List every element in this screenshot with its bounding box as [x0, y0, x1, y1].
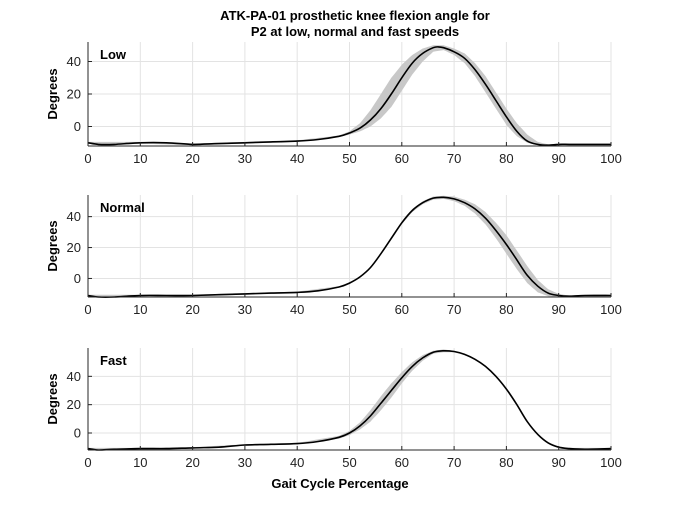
- x-tick-label: 80: [499, 455, 513, 470]
- y-tick-label: 20: [67, 87, 81, 102]
- y-axis-label: Degrees: [45, 68, 60, 119]
- y-tick-label: 0: [74, 119, 81, 134]
- x-tick-label: 10: [133, 455, 147, 470]
- x-tick-label: 60: [395, 455, 409, 470]
- mean-line: [87, 46, 611, 147]
- chart-panel-fast: 0 10 20 30 40 50 60 70 80 90 100 0 20 40 Degrees Fast: [45, 348, 622, 470]
- x-tick-label: 50: [342, 151, 356, 166]
- x-tick-label: 40: [290, 151, 304, 166]
- x-tick-label: 10: [133, 151, 147, 166]
- x-tick-label: 80: [499, 302, 513, 317]
- mean-line: [87, 196, 612, 299]
- mean-line: [87, 349, 612, 451]
- x-tick-label: 80: [499, 151, 513, 166]
- y-tick-label: 0: [74, 426, 81, 441]
- x-tick-label: 20: [185, 302, 199, 317]
- x-tick-label: 50: [342, 302, 356, 317]
- x-tick-label: 0: [84, 302, 91, 317]
- y-axis-label: Degrees: [45, 220, 60, 271]
- x-tick-label: 60: [395, 151, 409, 166]
- x-tick-label: 10: [133, 302, 147, 317]
- panel-label: Fast: [100, 353, 127, 368]
- panel-label: Low: [100, 47, 127, 62]
- x-tick-label: 30: [238, 302, 252, 317]
- x-tick-label: 90: [551, 302, 565, 317]
- x-axis-label: Gait Cycle Percentage: [271, 476, 408, 491]
- x-tick-label: 0: [84, 455, 91, 470]
- y-tick-label: 0: [74, 271, 81, 286]
- x-tick-label: 30: [238, 151, 252, 166]
- x-tick-label: 70: [447, 455, 461, 470]
- std-band: [88, 195, 611, 297]
- y-tick-label: 40: [67, 209, 81, 224]
- y-tick-label: 20: [67, 240, 81, 255]
- chart-panel-low: 0 10 20 30 40 50 60 70 80 90 100 0 20 40 Degrees Low: [45, 42, 622, 166]
- x-tick-label: 100: [600, 302, 622, 317]
- chart-panel-normal: 0 10 20 30 40 50 60 70 80 90 100 0 20 40 Degrees Normal: [45, 195, 622, 317]
- y-tick-label: 20: [67, 397, 81, 412]
- x-tick-label: 20: [185, 455, 199, 470]
- x-tick-label: 70: [447, 302, 461, 317]
- x-tick-label: 90: [551, 151, 565, 166]
- y-axis-label: Degrees: [45, 373, 60, 424]
- x-tick-label: 100: [600, 455, 622, 470]
- y-tick-label: 40: [67, 54, 81, 69]
- figure-title-line2: P2 at low, normal and fast speeds: [251, 24, 459, 39]
- x-tick-label: 90: [551, 455, 565, 470]
- x-tick-label: 40: [290, 455, 304, 470]
- x-tick-label: 40: [290, 302, 304, 317]
- x-tick-label: 60: [395, 302, 409, 317]
- std-band: [88, 45, 611, 146]
- x-tick-label: 50: [342, 455, 356, 470]
- x-tick-label: 100: [600, 151, 622, 166]
- figure-title-line1: ATK-PA-01 prosthetic knee flexion angle …: [220, 8, 490, 23]
- y-tick-label: 40: [67, 369, 81, 384]
- x-tick-label: 70: [447, 151, 461, 166]
- x-tick-label: 30: [238, 455, 252, 470]
- x-tick-label: 20: [185, 151, 199, 166]
- panel-label: Normal: [100, 200, 145, 215]
- x-tick-label: 0: [84, 151, 91, 166]
